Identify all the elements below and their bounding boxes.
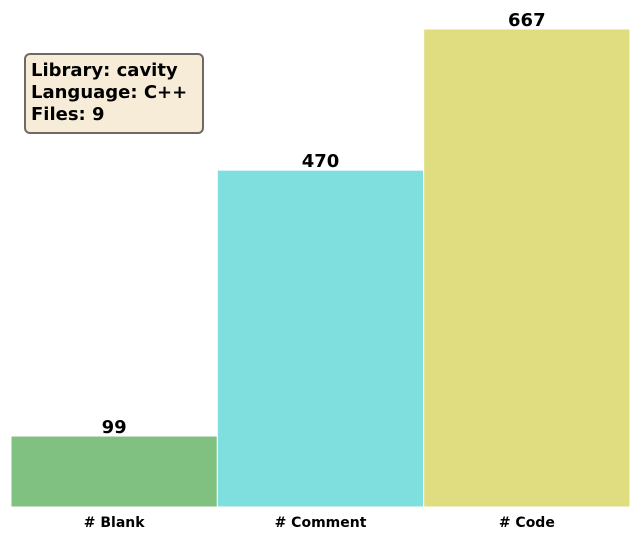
info-language-line: Language: C++ — [31, 82, 188, 103]
info-annotation-box: Library: cavity Language: C++ Files: 9 — [24, 53, 204, 134]
x-tick-labels-group: # Blank # Comment # Code — [84, 515, 555, 531]
x-tick-label-blank: # Blank — [84, 515, 145, 531]
x-tick-label-comment: # Comment — [275, 515, 367, 531]
bars-group — [10, 28, 631, 508]
bar-comment — [216, 169, 425, 508]
value-label-blank: 99 — [102, 417, 127, 438]
info-library-line: Library: cavity — [31, 60, 178, 81]
value-labels-group: 99 470 667 — [102, 10, 546, 438]
value-label-comment: 470 — [302, 151, 340, 172]
bar-blank — [10, 435, 218, 508]
x-tick-label-code: # Code — [499, 515, 555, 531]
value-label-code: 667 — [508, 10, 546, 31]
info-files-line: Files: 9 — [31, 104, 105, 125]
bar-code — [423, 28, 631, 508]
